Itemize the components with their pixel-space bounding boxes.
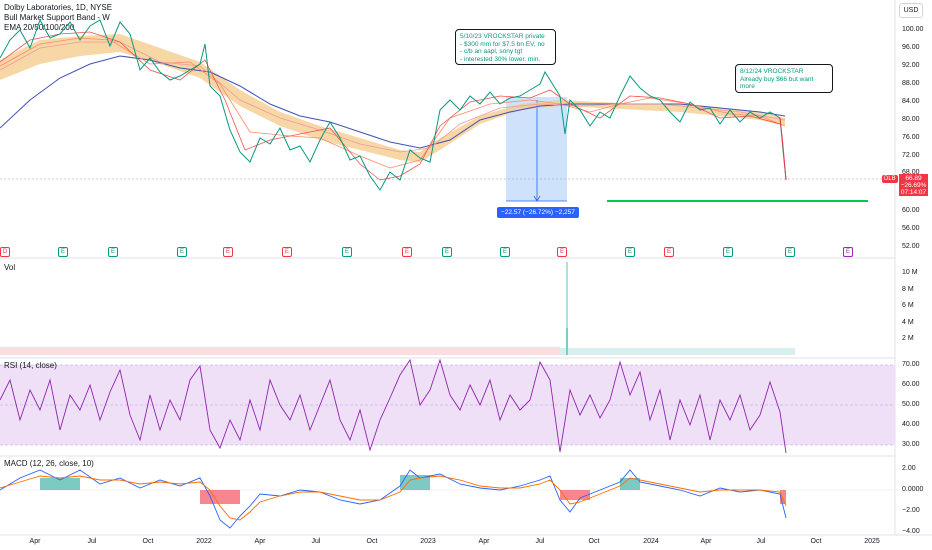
price-axis-label: 72.00 (902, 152, 920, 159)
volume-axis-label: 6 M (902, 302, 914, 309)
earnings-icon[interactable]: E (500, 247, 510, 257)
dividend-icon[interactable]: E (557, 247, 567, 257)
price-axis-label: 88.00 (902, 80, 920, 87)
earnings-icon[interactable]: E (108, 247, 118, 257)
volume-axis-label: 4 M (902, 319, 914, 326)
earnings-icon[interactable]: E (177, 247, 187, 257)
rsi-axis-label: 70.00 (902, 361, 920, 368)
note-line: Already buy $66 but want (740, 75, 814, 83)
earnings-icon[interactable]: E (58, 247, 68, 257)
note-line: 8/12/24 VROCKSTAR (740, 68, 804, 75)
time-axis-label: 2025 (864, 538, 880, 545)
time-axis-label: Apr (700, 538, 712, 545)
macd-line (0, 469, 787, 529)
earnings-icon[interactable]: E (342, 247, 352, 257)
macd-axis-label: 0.0000 (902, 486, 924, 493)
rsi-axis-label: 40.00 (902, 421, 920, 428)
ema200-line (0, 55, 786, 149)
macd-axis-label: −4.00 (902, 528, 920, 535)
time-axis-label: 2024 (643, 538, 659, 545)
last-price: 66.89 (905, 175, 922, 182)
price-axis-label: 84.00 (902, 98, 920, 105)
last-price-tag: 66.89 −26.69% 07:14:07 (899, 174, 928, 196)
earnings-icon[interactable]: E (723, 247, 733, 257)
price-axis-label: 52.00 (902, 243, 920, 250)
measure-box (506, 97, 567, 201)
note-line: - interested 30% lower, min. (460, 55, 541, 63)
volume-bars (0, 262, 795, 355)
volume-pane-label[interactable]: Vol (4, 263, 16, 272)
rsi-axis-label: 30.00 (902, 441, 920, 448)
volume-axis-label: 10 M (902, 269, 918, 276)
price-axis-label: 68.00 (902, 169, 920, 176)
macd-axis-label: −2.00 (902, 507, 920, 514)
macd-axis-label: 2.00 (902, 465, 916, 472)
currency-button[interactable]: USD (899, 3, 923, 18)
time-axis-label: Oct (366, 538, 378, 545)
time-axis-label: Jul (87, 538, 97, 545)
time-axis-label: Apr (254, 538, 266, 545)
price-line (0, 18, 787, 191)
note-callout-1[interactable]: 5/10/23 VROCKSTAR private - $300 mm for … (455, 29, 556, 65)
price-axis-label: 92.00 (902, 62, 920, 69)
note-callout-2[interactable]: 8/12/24 VROCKSTAR Already buy $66 but wa… (735, 64, 833, 93)
time-axis-label: Jul (535, 538, 545, 545)
time-axis-label: 2022 (196, 538, 212, 545)
time-axis-label: Jul (756, 538, 766, 545)
price-axis-label: 80.00 (902, 116, 920, 123)
dividend-icon[interactable]: E (402, 247, 412, 257)
dividend-icon[interactable]: E (223, 247, 233, 257)
dividend-icon[interactable]: E (664, 247, 674, 257)
bar-countdown: 07:14:07 (900, 189, 927, 196)
volume-axis-label: 8 M (902, 286, 914, 293)
ema20-line (0, 31, 781, 181)
earnings-icon[interactable]: E (442, 247, 452, 257)
chart-title[interactable]: Dolby Laboratories, 1D, NYSE (4, 3, 113, 12)
measure-label[interactable]: −22.57 (−26.72%) −2,257 (497, 207, 579, 218)
price-axis-label: 60.00 (902, 207, 920, 214)
volume-axis-label: 2 M (902, 335, 914, 342)
indicator-legend-ema[interactable]: EMA 20/50/100/200 (4, 23, 75, 32)
note-line: more (740, 83, 755, 90)
time-axis-label: Oct (588, 538, 600, 545)
earnings-icon[interactable]: E (625, 247, 635, 257)
time-axis-label: Apr (29, 538, 41, 545)
rsi-axis-label: 60.00 (902, 381, 920, 388)
signal-line (0, 475, 787, 521)
note-line: 5/10/23 VROCKSTAR private (460, 33, 545, 40)
dividend-icon[interactable]: E (282, 247, 292, 257)
rsi-pane-label[interactable]: RSI (14, close) (4, 361, 57, 370)
macd-histogram (40, 475, 786, 504)
time-axis-label: 2023 (420, 538, 436, 545)
macd-pane-label[interactable]: MACD (12, 26, close, 10) (4, 459, 94, 468)
price-axis-label: 56.00 (902, 225, 920, 232)
earnings-icon[interactable]: D (0, 247, 10, 257)
ticker-tag: DLB (882, 175, 898, 183)
time-axis-label: Jul (311, 538, 321, 545)
earnings-icon[interactable]: E (785, 247, 795, 257)
price-axis-label: 76.00 (902, 134, 920, 141)
last-change: −26.69% (900, 182, 927, 189)
time-axis-label: Oct (810, 538, 822, 545)
rsi-axis-label: 50.00 (902, 401, 920, 408)
price-axis-label: 100.00 (902, 26, 924, 33)
time-axis-label: Oct (142, 538, 154, 545)
ema100-line (0, 41, 786, 153)
note-line: - $300 mm for $7.5 bn EV, no (460, 40, 545, 48)
indicator-legend-bmsb[interactable]: Bull Market Support Band - W (4, 13, 110, 22)
time-axis-label: Apr (478, 538, 490, 545)
upcoming-earnings-icon[interactable]: E (843, 247, 853, 257)
price-axis-label: 96.00 (902, 44, 920, 51)
rsi-line (0, 358, 787, 454)
note-line: - c/b an aapl, sony tgt (460, 48, 523, 55)
